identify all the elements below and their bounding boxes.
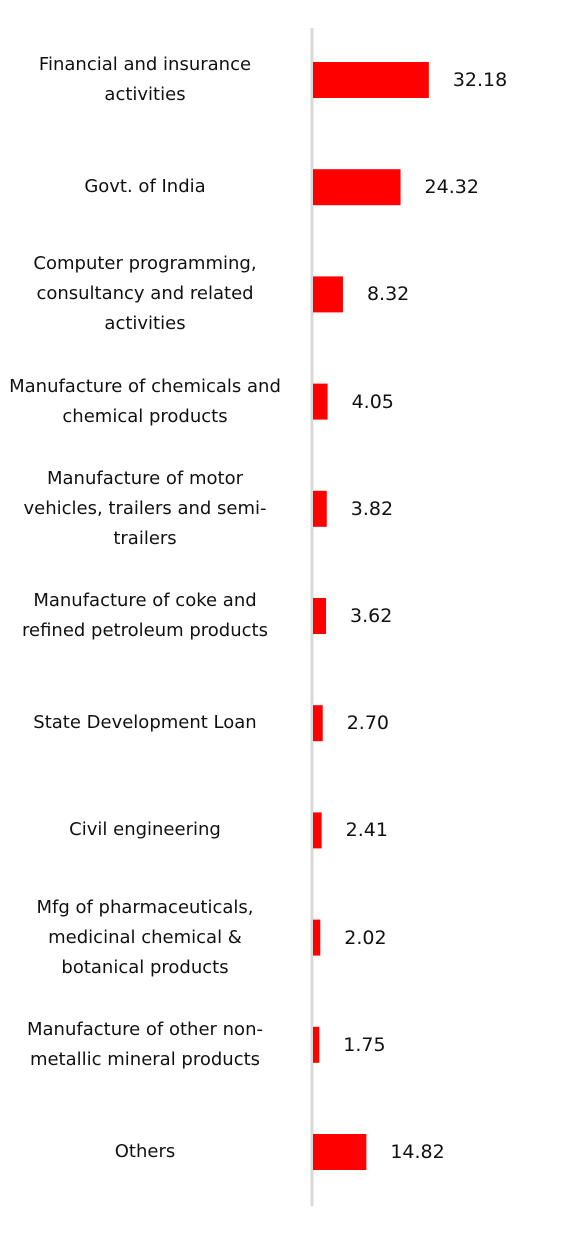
- category-label: Financial and insurance activities: [38, 54, 252, 105]
- bar: [313, 598, 327, 634]
- bar: [313, 383, 328, 420]
- bar: [313, 1026, 320, 1063]
- data-label: 32.18: [452, 69, 508, 91]
- data-label: 2.41: [345, 819, 388, 842]
- bar: [313, 169, 401, 206]
- category-label: Govt. of India: [84, 176, 206, 198]
- category-label: Manufacture of chemicals and chemical pr…: [9, 375, 281, 427]
- bar: [313, 276, 343, 313]
- data-label: 3.82: [350, 497, 394, 520]
- bar: [313, 812, 322, 849]
- category-label: Computer programming, consultancy and re…: [33, 253, 257, 335]
- data-label: 14.82: [390, 1141, 445, 1163]
- data-label: 4.05: [351, 390, 394, 413]
- category-label: Manufacture of coke and refined petroleu…: [22, 590, 268, 641]
- data-label: 2.70: [346, 712, 390, 735]
- category-label: Mfg of pharmaceuticals, medicinal chemic…: [36, 896, 254, 978]
- data-label: 2.02: [344, 926, 387, 949]
- category-label: Manufacture of other non-metallic minera…: [27, 1018, 263, 1070]
- data-label: 8.32: [366, 283, 410, 306]
- data-label: 1.75: [343, 1033, 386, 1056]
- data-label: 24.32: [424, 176, 479, 199]
- bar: [313, 490, 327, 527]
- bar: [313, 705, 323, 742]
- category-label: Civil engineering: [69, 819, 221, 841]
- bar: [313, 919, 321, 956]
- data-label: 3.62: [350, 605, 393, 627]
- bar: [313, 1134, 367, 1170]
- category-label: State Development Loan: [33, 712, 257, 734]
- category-label: Others: [114, 1141, 176, 1162]
- bar: [313, 62, 429, 98]
- category-label: Manufacture of motor vehicles, trailers …: [23, 467, 267, 549]
